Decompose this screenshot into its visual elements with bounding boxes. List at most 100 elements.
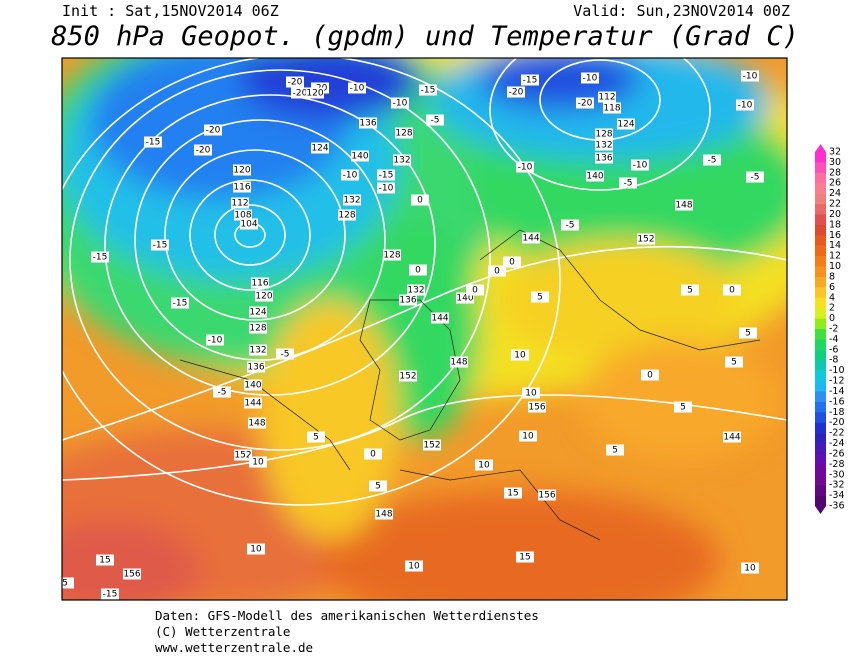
label-box (522, 232, 540, 244)
label-box (503, 256, 521, 268)
label-box (393, 154, 411, 166)
contour-label: 118 (603, 104, 620, 114)
legend-swatch (815, 152, 826, 163)
contour-label: 152 (637, 235, 654, 245)
contour-label: 10 (522, 432, 534, 442)
contour-label: 5 (745, 329, 751, 339)
legend-tick-label: -12 (829, 376, 845, 387)
contour-label: 144 (723, 433, 740, 443)
contour-label: 148 (450, 358, 467, 368)
label-box (307, 431, 325, 443)
label-box (377, 182, 395, 194)
label-box (586, 170, 604, 182)
footer-source: Daten: GFS-Modell des amerikanischen Wet… (155, 608, 539, 623)
label-box (240, 218, 258, 230)
label-box (348, 82, 366, 94)
contour-label: 112 (231, 199, 248, 209)
legend-swatch (815, 276, 826, 288)
legend-tick-label: -26 (829, 448, 845, 459)
label-box (516, 161, 534, 173)
label-box (276, 348, 294, 360)
contour-label: 148 (375, 510, 392, 520)
legend-tick-label: -28 (829, 459, 845, 470)
contour-label: -15 (421, 86, 436, 96)
contour-label: 156 (123, 570, 140, 580)
label-box (234, 209, 252, 221)
contour-label: 10 (514, 351, 526, 361)
label-box (598, 91, 616, 103)
label-box (391, 97, 409, 109)
legend-swatch (815, 308, 826, 319)
legend-swatch (815, 422, 826, 434)
legend-swatch (815, 464, 826, 476)
contour-label: -10 (633, 161, 648, 171)
contour-label: 144 (431, 314, 448, 324)
label-box (233, 164, 251, 176)
contour-label: -10 (350, 84, 365, 94)
label-box (725, 356, 743, 368)
contour-label: 15 (507, 489, 518, 499)
legend-tick-label: 32 (829, 147, 841, 158)
contour-label: 5 (612, 446, 618, 456)
color-legend: 32302826242220181614121086420-2-4-6-8-10… (815, 144, 845, 514)
label-box (426, 114, 444, 126)
label-box (576, 97, 594, 109)
legend-tick-label: -32 (829, 480, 845, 491)
label-box (581, 72, 599, 84)
label-box (641, 369, 659, 381)
legend-swatch (815, 370, 826, 382)
contour-label: -5 (218, 388, 227, 398)
label-box (247, 361, 265, 373)
legend-swatch (815, 443, 826, 455)
contour-label: -15 (173, 299, 188, 309)
contour-label: 120 (233, 166, 250, 176)
contour-label: -15 (379, 171, 394, 181)
label-box (306, 87, 324, 99)
legend-tick-label: -14 (829, 386, 845, 397)
label-box (291, 87, 309, 99)
label-box (375, 508, 393, 520)
legend-tick-label: -36 (829, 501, 845, 512)
label-box (244, 379, 262, 391)
contour-label: 128 (595, 130, 612, 140)
contour-label: 132 (595, 141, 612, 151)
label-box (741, 562, 759, 574)
legend-tick-label: 2 (829, 303, 835, 314)
label-box (251, 277, 269, 289)
contour-label: 132 (393, 156, 410, 166)
label-box (488, 265, 506, 277)
contour-label: 5 (680, 403, 686, 413)
label-box (247, 543, 265, 555)
contour-label: 116 (233, 183, 250, 193)
label-box (249, 456, 267, 468)
legend-tick-label: -4 (829, 334, 838, 345)
legend-swatch (815, 381, 826, 392)
label-box (741, 70, 759, 82)
contour-label: -20 (196, 146, 211, 156)
label-box (595, 128, 613, 140)
footer-url: www.wetterzentrale.de (155, 640, 313, 655)
contour-label: 0 (494, 267, 500, 277)
legend-swatch (815, 245, 826, 257)
label-box (249, 344, 267, 356)
label-box (255, 290, 273, 302)
legend-swatch (815, 329, 826, 340)
label-box (431, 312, 449, 324)
label-box (511, 349, 529, 361)
legend-tick-label: -6 (829, 344, 838, 355)
legend-tick-label: 0 (829, 313, 835, 324)
label-box (383, 249, 401, 261)
contour-label: 152 (423, 441, 440, 451)
legend-swatch (815, 256, 826, 267)
contour-label: 152 (399, 372, 416, 382)
contour-label: 124 (617, 120, 634, 130)
legend-tick-label: -10 (829, 365, 845, 376)
legend-swatch (815, 474, 826, 486)
contour-label: 148 (675, 201, 692, 211)
legend-tick-label: 12 (829, 251, 841, 262)
label-box (395, 127, 413, 139)
label-box (123, 568, 141, 580)
contour-label: 156 (528, 403, 545, 413)
legend-tick-label: -24 (829, 438, 845, 449)
map-frame (61, 57, 788, 601)
